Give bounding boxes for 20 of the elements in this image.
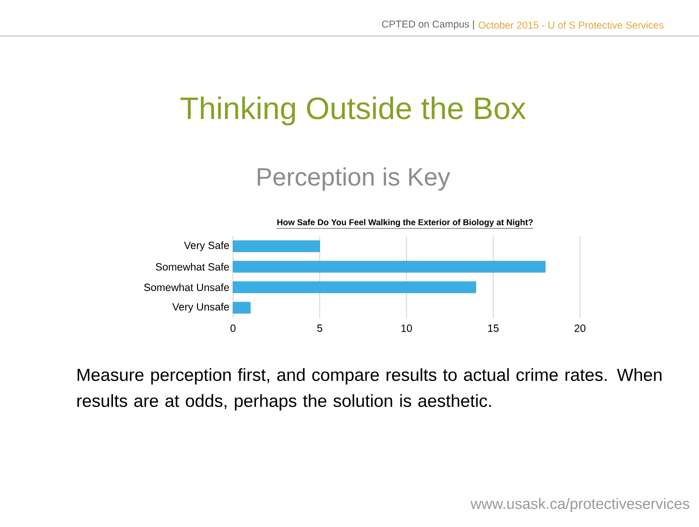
bar [232, 240, 320, 252]
text: October 2015 - U of S Protective Services [478, 21, 664, 29]
text: www.usask.ca/protectiveservices [470, 498, 690, 512]
text: Measure perception first, and compare results to actual crime rates. When results are at odds, perhaps the solution is aesthetic. [77, 368, 662, 411]
y-tick-label: Somewhat Unsafe [144, 283, 229, 292]
text: How Safe Do You Feel Walking the Exterior of Biology at Night? [277, 219, 533, 227]
bar [232, 260, 546, 273]
x-tick-label: 15 [488, 324, 499, 332]
y-tick-label: Somewhat Safe [156, 262, 229, 271]
bar [232, 302, 251, 314]
y-tick-label: Very Unsafe [172, 302, 229, 313]
x-tick-label: 0 [230, 324, 236, 332]
x-tick-label: 20 [574, 324, 586, 332]
chart-title: Thinking Outside the Box [180, 96, 526, 126]
y-tick-label: Very Safe [184, 241, 229, 252]
chart-subtitle: Perception is Key [258, 167, 450, 191]
text: CPTED on Campus | [382, 20, 474, 30]
x-tick-label: 5 [317, 324, 322, 332]
x-tick-label: 10 [401, 324, 412, 332]
bar [232, 281, 476, 294]
